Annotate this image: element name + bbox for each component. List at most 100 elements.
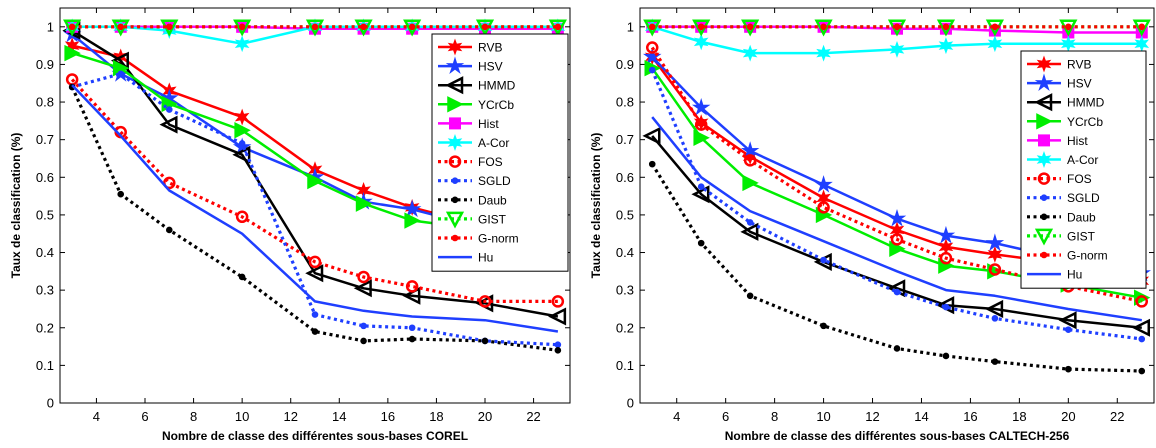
y-tick-label: 0.3 <box>616 283 634 298</box>
x-tick-label: 18 <box>429 409 443 424</box>
legend-item-hmmd: HMMD <box>1027 93 1105 112</box>
legend-marker-hsv <box>1034 73 1054 91</box>
data-point-daub <box>408 335 416 343</box>
legend-item-hsv: HSV <box>1027 73 1092 91</box>
data-point-g-norm <box>68 23 76 31</box>
series-hu <box>651 116 1142 322</box>
data-point-g-norm <box>820 23 827 31</box>
data-point-hmmd <box>353 279 372 298</box>
y-tick-label: 0.6 <box>616 170 634 185</box>
data-point-hmmd <box>1131 318 1151 337</box>
data-point-fos <box>743 154 757 167</box>
legend-label: Hu <box>1067 268 1082 282</box>
legend-label: A-Cor <box>1067 153 1098 167</box>
y-axis-label: Taux de classification (%) <box>589 133 603 279</box>
data-point-sgld <box>117 70 125 78</box>
data-point-sgld <box>820 256 827 264</box>
x-tick-label: 8 <box>771 409 778 424</box>
legend-label: RVB <box>1067 58 1091 72</box>
x-tick-label: 4 <box>93 409 100 424</box>
legend-marker-gist <box>445 211 465 229</box>
legend-item-g-norm: G-norm <box>1027 249 1108 263</box>
y-tick-label: 0.3 <box>36 283 54 298</box>
legend-item-a-cor: A-Cor <box>438 134 509 151</box>
x-tick-label: 18 <box>1012 409 1026 424</box>
x-axis-label: Nombre de classe des différentes sous-ba… <box>725 429 1070 443</box>
data-point-g-norm <box>697 23 705 31</box>
data-point-a-cor <box>816 44 831 62</box>
data-point-a-cor <box>234 35 250 53</box>
legend-item-g-norm: G-norm <box>438 232 519 246</box>
data-point-gist <box>233 19 252 37</box>
series-line-hu <box>651 116 1142 322</box>
data-point-fos <box>235 210 249 224</box>
legend-marker-fos <box>1037 172 1051 185</box>
y-tick-label: 0.8 <box>36 95 54 110</box>
legend-marker-fos <box>448 155 462 168</box>
legend-label: Hist <box>1067 134 1088 148</box>
data-point-daub <box>697 239 705 247</box>
data-point-daub <box>311 328 319 335</box>
legend-marker-daub <box>1040 213 1048 221</box>
data-point-g-norm <box>311 23 319 31</box>
data-point-sgld <box>311 311 319 318</box>
data-point-hsv <box>402 199 422 218</box>
legend-item-sgld: SGLD <box>1027 191 1100 205</box>
data-point-daub <box>991 358 999 365</box>
series-hu <box>71 84 559 333</box>
legend-label: HSV <box>1067 77 1092 91</box>
legend-label: HMMD <box>1067 96 1105 110</box>
legend-label: Hu <box>478 251 493 265</box>
data-point-g-norm <box>481 23 489 31</box>
data-point-sgld <box>165 106 173 113</box>
legend-item-ycrcb: YCrCb <box>438 96 514 113</box>
data-point-sgld <box>360 322 367 330</box>
x-tick-label: 10 <box>235 409 249 424</box>
data-point-hmmd <box>159 115 178 134</box>
data-point-a-cor <box>693 33 709 51</box>
legend-item-rvb: RVB <box>438 38 502 56</box>
series-line-hmmd <box>651 135 1142 330</box>
data-point-g-norm <box>554 23 562 31</box>
data-point-g-norm <box>165 23 173 31</box>
legend-item-hu: Hu <box>438 251 493 265</box>
x-tick-label: 10 <box>816 409 830 424</box>
data-point-a-cor <box>987 35 1003 53</box>
chart-panel-2: 00.10.20.30.40.50.60.70.80.914 6 8 10 12 14 16… <box>589 7 1155 443</box>
data-point-a-cor <box>742 44 758 62</box>
data-point-hmmd <box>642 126 661 145</box>
legend-marker-rvb <box>1036 55 1052 73</box>
legend: RVB HSV HMMD YCrCb Hist A-Cor FOS SGLD Daub GIST G… <box>1020 50 1147 289</box>
legend-item-hu: Hu <box>1027 268 1082 282</box>
data-point-hsv <box>691 97 711 116</box>
legend-marker-g-norm <box>1040 251 1048 259</box>
data-point-gist <box>403 19 422 37</box>
legend-label: HSV <box>478 60 503 74</box>
data-point-sgld <box>648 66 656 74</box>
x-tick-label: 14 <box>332 409 346 424</box>
data-point-daub <box>1138 367 1146 375</box>
y-tick-label: 0.1 <box>36 358 54 373</box>
legend-marker-daub <box>451 196 459 204</box>
data-point-sgld <box>942 303 950 311</box>
legend-marker-sgld <box>451 177 459 184</box>
data-point-fos <box>405 280 419 293</box>
legend-marker-rvb <box>447 38 463 56</box>
y-tick-label: 1 <box>47 19 54 34</box>
y-tick-label: 0 <box>627 396 634 411</box>
data-point-g-norm <box>408 23 416 31</box>
series-line-hmmd <box>71 29 559 318</box>
legend-marker-sgld <box>1040 194 1048 201</box>
data-point-a-cor <box>889 40 905 58</box>
x-axis-label: Nombre de classe des différentes sous-ba… <box>162 429 468 443</box>
data-point-sgld <box>1138 335 1146 343</box>
data-point-ycrcb <box>404 212 421 229</box>
legend-item-fos: FOS <box>438 155 503 169</box>
x-tick-label: 6 <box>722 409 729 424</box>
y-tick-label: 0.2 <box>616 320 634 335</box>
legend-label: FOS <box>478 155 503 169</box>
data-point-g-norm <box>648 23 656 31</box>
series-line-sgld <box>650 69 1143 341</box>
legend-label: G-norm <box>478 232 519 246</box>
legend-label: RVB <box>478 41 502 55</box>
